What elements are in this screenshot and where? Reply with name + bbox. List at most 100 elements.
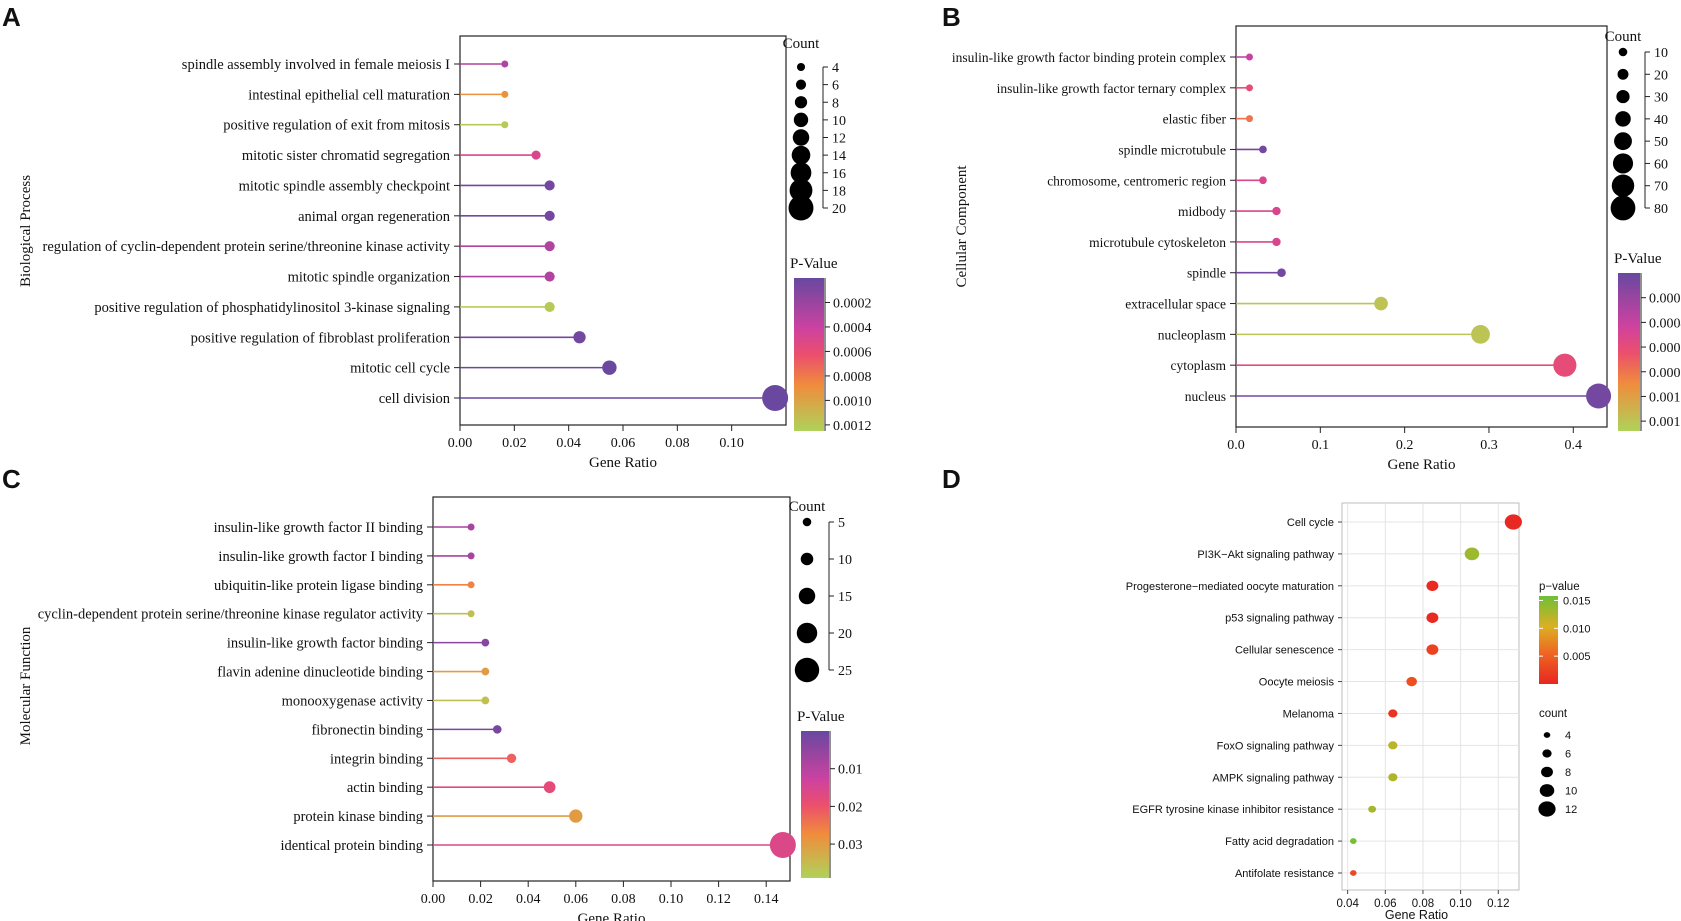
count-legend-dot (1539, 784, 1555, 797)
data-point (1368, 805, 1377, 813)
count-legend-label: 10 (1565, 786, 1577, 798)
x-tick-label: 0.00 (421, 892, 446, 907)
colorbar-tick-label: 0.005 (1563, 651, 1591, 663)
colorbar-tick-label: 0.01 (838, 763, 863, 778)
lollipop-point (544, 241, 555, 252)
y-tick-label: cytoplasm (1171, 358, 1227, 373)
lollipop-point (1374, 296, 1388, 311)
count-legend-label: 50 (1654, 135, 1668, 150)
y-tick-label: p53 signaling pathway (1225, 613, 1334, 625)
y-tick-label: insulin-like growth factor II binding (214, 520, 423, 536)
y-tick-label: PI3K−Akt signaling pathway (1197, 549, 1334, 561)
y-tick-label: Antifolate resistance (1235, 868, 1334, 880)
lollipop-point (1259, 145, 1267, 154)
y-tick-label: chromosome, centromeric region (1047, 173, 1226, 188)
y-tick-label: midbody (1178, 204, 1226, 219)
y-tick-label: elastic fiber (1163, 112, 1227, 127)
lollipop-point (1259, 176, 1267, 185)
y-tick-label: insulin-like growth factor binding (227, 636, 423, 652)
y-tick-label: FoxO signaling pathway (1217, 740, 1335, 752)
lollipop-point (506, 753, 517, 763)
count-legend-dot (802, 517, 812, 527)
count-legend-dot (1615, 111, 1631, 127)
count-legend-label: 10 (832, 114, 846, 129)
lollipop-point (569, 809, 583, 823)
y-tick-label: regulation of cyclin-dependent protein s… (43, 239, 451, 255)
count-legend-label: 80 (1654, 202, 1668, 217)
count-legend-dot (793, 112, 809, 128)
lollipop-point (762, 385, 789, 411)
data-point (1349, 838, 1357, 844)
lollipop-point (544, 271, 555, 282)
colorbar-tick-label: 0.0012 (833, 419, 872, 434)
count-legend-dot (792, 129, 810, 146)
y-tick-label: spindle (1187, 266, 1226, 281)
lollipop-point (501, 121, 509, 129)
y-tick-label: intestinal epithelial cell maturation (248, 87, 450, 103)
y-tick-label: Cellular senescence (1235, 645, 1334, 657)
count-legend-label: 60 (1654, 157, 1668, 172)
count-legend-label: 20 (838, 627, 852, 642)
colorbar-tick-label: 0.0010 (1649, 390, 1681, 405)
y-tick-label: animal organ regeneration (298, 209, 451, 225)
count-legend-label: 8 (832, 96, 839, 111)
count-legend-dot (1617, 68, 1629, 80)
count-legend-dot (791, 145, 811, 165)
colorbar-tick-label: 0.010 (1563, 623, 1591, 635)
x-tick-label: 0.14 (754, 892, 779, 907)
x-axis-label: Gene Ratio (1385, 908, 1448, 921)
lollipop-point (467, 552, 475, 560)
count-legend-dot (790, 162, 812, 184)
lollipop-point (573, 331, 586, 344)
color-legend-title: p−value (1539, 581, 1580, 593)
y-axis-label: Molecular Function (18, 626, 34, 745)
y-tick-label: insulin-like growth factor I binding (218, 549, 423, 565)
count-legend-dot (796, 622, 818, 644)
colorbar-tick-label: 0.0002 (1649, 292, 1681, 307)
x-tick-label: 0.02 (468, 892, 493, 907)
colorbar-tick-label: 0.0008 (1649, 366, 1681, 381)
plot-panel (1341, 502, 1520, 891)
x-tick-label: 0.08 (665, 436, 690, 451)
colorbar-tick-label: 0.0010 (833, 394, 872, 409)
count-legend-title: Count (789, 499, 827, 515)
colorbar-tick-label: 0.015 (1563, 595, 1591, 607)
color-legend-title: P-Value (790, 256, 838, 272)
count-legend-dot (796, 62, 806, 72)
count-legend-label: 10 (1654, 46, 1668, 61)
lollipop-point (1553, 353, 1577, 377)
data-point (1388, 709, 1398, 718)
data-point (1426, 580, 1439, 592)
count-legend-label: 15 (838, 590, 852, 605)
count-legend-label: 12 (832, 132, 846, 147)
y-tick-label: insulin-like growth factor binding prote… (952, 50, 1226, 65)
x-tick-label: 0.3 (1480, 438, 1498, 453)
colorbar (801, 731, 829, 878)
count-legend-label: 5 (838, 516, 845, 531)
count-legend-dot (1542, 749, 1552, 758)
lollipop-point (467, 581, 475, 589)
y-tick-label: cell division (379, 391, 451, 407)
plot-frame (432, 496, 791, 882)
data-point (1426, 612, 1439, 623)
count-legend-label: 30 (1654, 91, 1668, 106)
lollipop-point (501, 90, 509, 98)
count-legend-dot (794, 96, 808, 109)
y-tick-label: mitotic cell cycle (350, 361, 450, 377)
x-tick-label: 0.12 (706, 892, 731, 907)
count-legend-label: 18 (832, 184, 846, 199)
y-tick-label: nucleus (1185, 389, 1226, 404)
lollipop-point (1245, 84, 1253, 92)
count-legend-dot (788, 195, 814, 221)
x-axis-label: Gene Ratio (1388, 457, 1456, 473)
y-tick-label: ubiquitin-like protein ligase binding (214, 578, 423, 594)
x-tick-label: 0.0 (1227, 438, 1245, 453)
x-tick-label: 0.04 (516, 892, 541, 907)
colorbar-tick-label: 0.0002 (833, 296, 872, 311)
colorbar-tick-label: 0.0004 (1649, 316, 1681, 331)
x-tick-label: 0.00 (448, 436, 473, 451)
x-tick-label: 0.06 (564, 892, 589, 907)
y-tick-label: AMPK signaling pathway (1212, 772, 1334, 784)
lollipop-point (467, 610, 475, 618)
count-legend-dot (800, 552, 814, 566)
